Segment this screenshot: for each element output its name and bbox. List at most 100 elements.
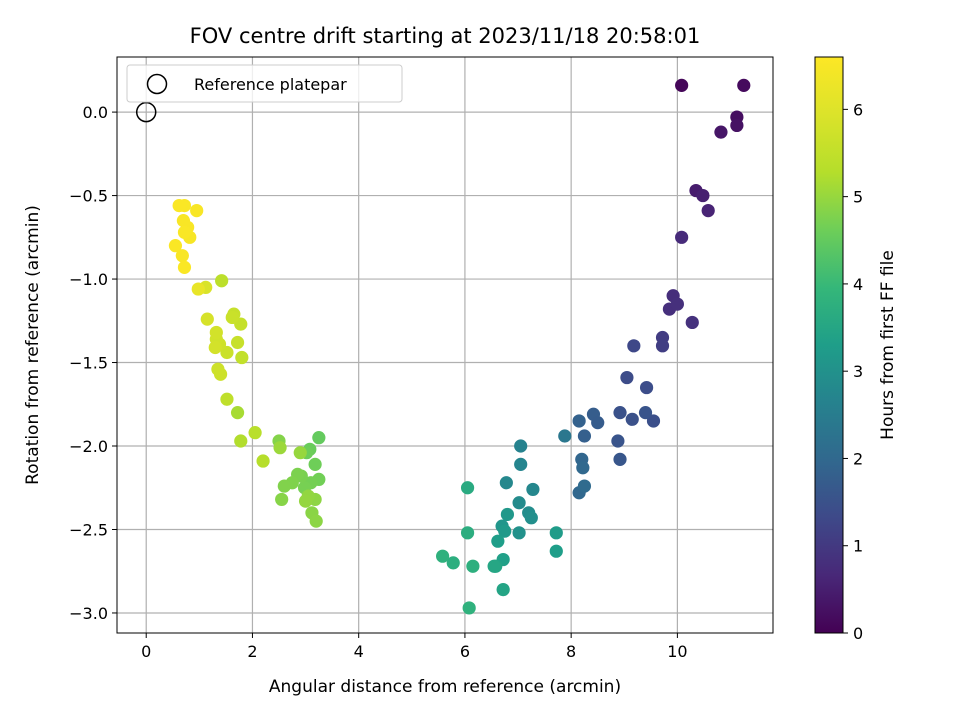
data-point (685, 315, 699, 330)
data-point (177, 225, 192, 239)
data-point (235, 350, 249, 365)
x-axis-ticks: 0 2 4 6 8 10 (141, 633, 688, 661)
data-point (499, 476, 513, 490)
data-point (613, 406, 627, 420)
colorbar-tick-label: 4 (853, 275, 863, 294)
data-point (498, 524, 512, 538)
data-point (549, 526, 563, 540)
data-point (211, 362, 225, 376)
y-axis-label: Rotation from reference (arcmin) (23, 205, 43, 485)
data-point (209, 325, 223, 340)
data-point (230, 406, 245, 420)
data-point (436, 549, 450, 563)
legend-label: Reference platepar (194, 75, 347, 94)
chart-title: FOV centre drift starting at 2023/11/18 … (190, 24, 701, 48)
data-point (572, 414, 586, 428)
data-point (514, 457, 528, 471)
data-point (175, 249, 189, 263)
data-point (487, 559, 501, 573)
colorbar-label: Hours from first FF file (878, 250, 898, 440)
data-point (620, 370, 634, 385)
legend: Reference platepar (126, 64, 403, 103)
data-point (491, 534, 505, 548)
data-point (714, 125, 728, 139)
x-tick-label: 4 (354, 642, 364, 661)
data-point (168, 239, 183, 253)
data-point (496, 582, 510, 597)
colorbar-tick-label: 6 (853, 100, 863, 119)
data-point (293, 446, 307, 460)
data-point (312, 431, 326, 445)
data-points (135, 78, 751, 615)
y-tick-label: −0.5 (69, 187, 108, 206)
colorbar-tick-label: 3 (853, 362, 863, 381)
colorbar-ticks: 0 1 2 3 4 5 6 (843, 100, 863, 643)
data-point (670, 297, 684, 311)
data-point (675, 230, 689, 244)
x-tick-label: 2 (247, 642, 257, 661)
legend-marker-icon (146, 73, 168, 95)
data-point (277, 479, 291, 493)
data-point (275, 492, 289, 507)
data-point (591, 416, 605, 430)
data-point (646, 414, 661, 428)
data-point (225, 310, 239, 325)
colorbar-tick-label: 2 (853, 449, 863, 468)
plot-frame (116, 56, 774, 634)
colorbar-tick-label: 0 (853, 624, 863, 643)
y-tick-label: −1.0 (69, 270, 108, 289)
x-axis-label: Angular distance from reference (arcmin) (269, 677, 621, 697)
data-point (639, 380, 654, 395)
data-point (549, 544, 563, 558)
x-tick-label: 8 (566, 642, 576, 661)
colorbar-tick-label: 1 (853, 537, 863, 556)
data-point (696, 188, 710, 203)
data-point (576, 461, 590, 475)
data-point (200, 312, 214, 326)
x-tick-label: 10 (667, 642, 687, 661)
data-point (234, 434, 248, 448)
data-point (460, 481, 475, 495)
data-point (638, 406, 653, 420)
data-point (514, 439, 528, 453)
data-point (462, 601, 476, 615)
data-point (191, 282, 205, 296)
data-point (655, 339, 670, 353)
data-point (446, 556, 460, 570)
data-point (256, 454, 270, 468)
data-point (512, 526, 526, 540)
data-point (611, 434, 625, 448)
x-tick-label: 6 (460, 642, 470, 661)
data-point (190, 204, 204, 218)
data-point (273, 441, 287, 455)
y-tick-label: 0.0 (83, 103, 108, 122)
data-point (577, 479, 592, 493)
data-point (730, 118, 744, 133)
data-point (460, 526, 475, 540)
data-point (309, 514, 323, 528)
colorbar (814, 56, 844, 634)
data-point (701, 204, 715, 218)
data-point (215, 274, 229, 288)
data-point (177, 260, 192, 274)
data-point (172, 198, 186, 213)
y-tick-label: −3.0 (69, 604, 108, 623)
data-point (524, 511, 538, 525)
data-point (577, 429, 592, 443)
data-point (526, 482, 540, 497)
y-tick-label: −2.5 (69, 520, 108, 539)
data-point (613, 452, 627, 466)
y-axis-ticks: 0.0 −0.5 −1.0 −1.5 −2.0 −2.5 −3.0 (69, 103, 117, 623)
data-point (230, 335, 245, 350)
colorbar-tick-label: 5 (853, 188, 863, 207)
data-point (625, 412, 639, 426)
data-point (220, 392, 234, 406)
data-point (308, 457, 322, 471)
legend-box (126, 64, 403, 103)
x-tick-label: 0 (141, 642, 151, 661)
data-point (737, 78, 751, 92)
data-point (512, 496, 526, 510)
data-point (208, 340, 222, 355)
